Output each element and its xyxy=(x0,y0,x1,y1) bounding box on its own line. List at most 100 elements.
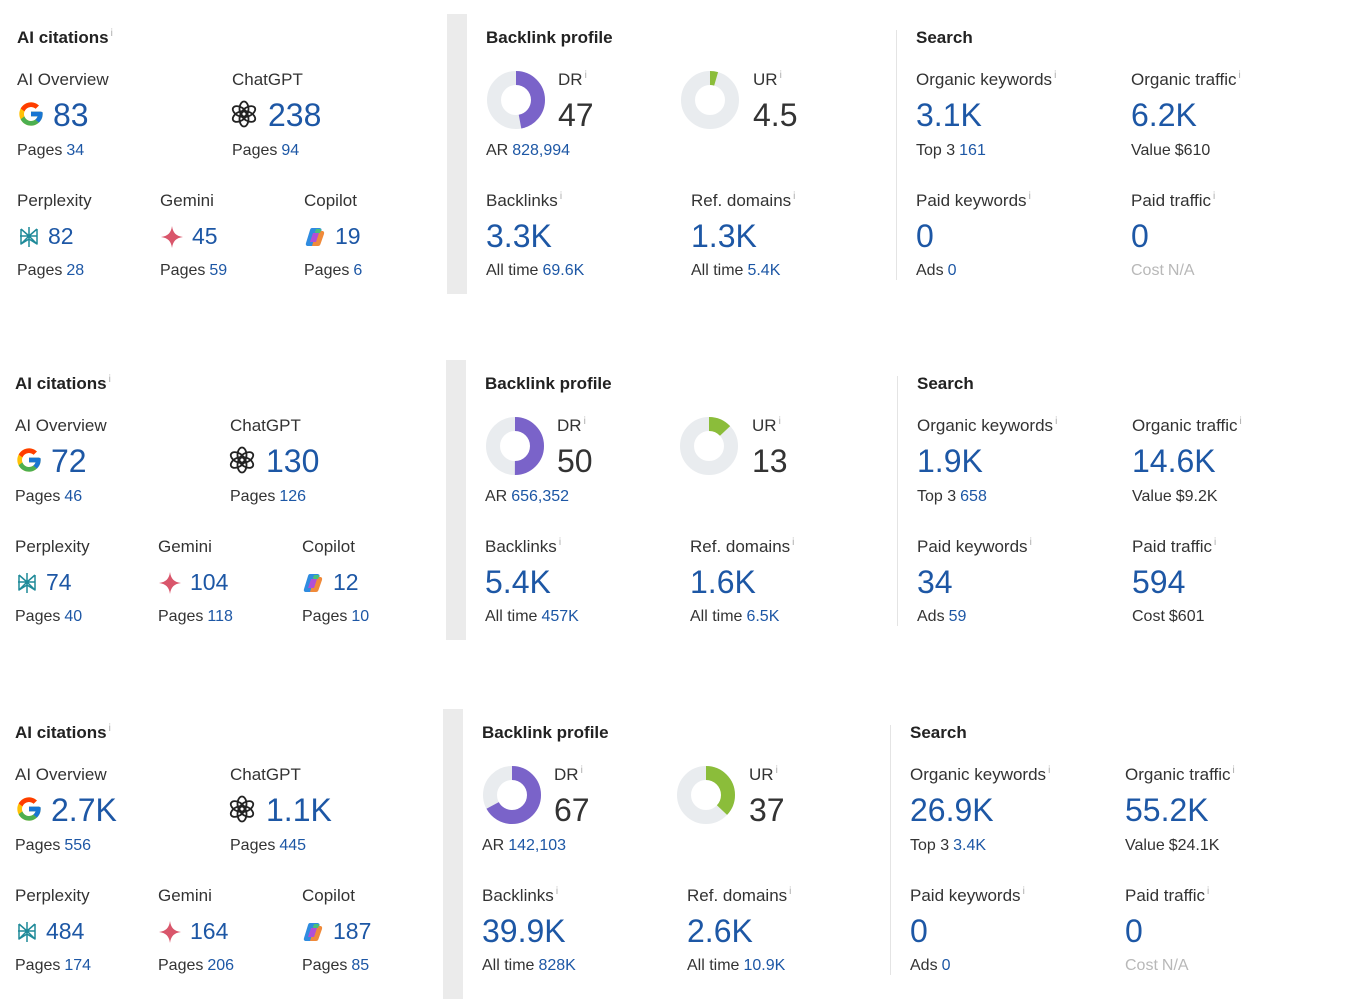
dr-donut xyxy=(486,417,544,475)
info-icon[interactable]: i xyxy=(778,416,781,428)
cost-line: Cost N/A xyxy=(1125,957,1189,975)
copilot-pages-value[interactable]: 6 xyxy=(353,262,363,279)
paid-keywords-label-text: Paid keywords xyxy=(910,886,1021,905)
info-icon[interactable]: i xyxy=(792,537,795,549)
info-icon[interactable]: i xyxy=(775,765,778,777)
copilot-pages: Pages 85 xyxy=(302,957,369,975)
top3-line: Top 3 161 xyxy=(916,142,986,160)
gemini-label: Gemini xyxy=(158,537,212,557)
info-icon[interactable]: i xyxy=(1232,765,1235,777)
ar-line: AR 142,103 xyxy=(482,837,566,855)
chatgpt-pages: Pages 126 xyxy=(230,488,306,506)
ads-line-value[interactable]: 0 xyxy=(947,262,957,279)
backlinks-label-text: Backlinks xyxy=(486,191,558,210)
perplexity-pages: Pages 40 xyxy=(15,608,82,626)
backlinks-all-time: All time 69.6K xyxy=(486,262,584,280)
info-icon[interactable]: i xyxy=(1239,416,1242,428)
backlinks-all-time-value[interactable]: 828K xyxy=(538,957,576,974)
gemini-pages-value[interactable]: 59 xyxy=(209,262,228,279)
ar-line: AR 656,352 xyxy=(485,488,569,506)
ai-overview-label: AI Overview xyxy=(17,70,109,90)
info-icon[interactable]: i xyxy=(1022,886,1025,898)
ref-domains-all-time-value[interactable]: 6.5K xyxy=(746,608,780,625)
ai-citations-title: AI citations i xyxy=(15,374,111,394)
info-icon[interactable]: i xyxy=(1028,191,1031,203)
backlinks-all-time-value[interactable]: 457K xyxy=(541,608,579,625)
perplexity-pages-value[interactable]: 28 xyxy=(66,262,85,279)
info-icon[interactable]: i xyxy=(789,886,792,898)
chatgpt-pages-value[interactable]: 94 xyxy=(281,142,300,159)
ar-line-value[interactable]: 656,352 xyxy=(511,488,570,505)
perplexity-icon xyxy=(17,225,41,254)
ref-domains-all-time-value[interactable]: 10.9K xyxy=(743,957,786,974)
chatgpt-pages-label: Pages xyxy=(232,142,278,159)
info-icon[interactable]: i xyxy=(1054,70,1057,82)
ai-overview-label-text: AI Overview xyxy=(15,416,107,435)
top3-line-value[interactable]: 658 xyxy=(960,488,987,505)
copilot-label: Copilot xyxy=(302,886,355,906)
copilot-pages-value[interactable]: 85 xyxy=(351,957,370,974)
info-icon[interactable]: i xyxy=(1048,765,1051,777)
gemini-label-text: Gemini xyxy=(158,886,212,905)
dr-donut xyxy=(483,766,541,824)
paid-traffic-label: Paid traffic i xyxy=(1131,191,1215,211)
info-icon[interactable]: i xyxy=(1029,537,1032,549)
dr-value: 50 xyxy=(557,443,593,479)
top3-line-value[interactable]: 3.4K xyxy=(953,837,987,854)
perplexity-pages-value[interactable]: 40 xyxy=(64,608,83,625)
info-icon[interactable]: i xyxy=(1238,70,1241,82)
chatgpt-pages-value[interactable]: 445 xyxy=(279,837,307,854)
chatgpt-label-text: ChatGPT xyxy=(230,765,301,784)
section-divider xyxy=(443,709,463,999)
info-icon[interactable]: i xyxy=(110,28,113,40)
chatgpt-icon xyxy=(228,446,256,479)
value-line-value: $610 xyxy=(1174,142,1211,159)
gemini-pages-value[interactable]: 118 xyxy=(207,608,233,625)
ar-line-value[interactable]: 828,994 xyxy=(512,142,571,159)
copilot-pages-value[interactable]: 10 xyxy=(351,608,370,625)
chatgpt-label: ChatGPT xyxy=(230,416,301,436)
copilot-label-text: Copilot xyxy=(302,537,355,556)
info-icon[interactable]: i xyxy=(558,537,562,549)
info-icon[interactable]: i xyxy=(1207,886,1210,898)
organic-keywords-label-text: Organic keywords xyxy=(917,416,1054,435)
backlinks-all-time: All time 828K xyxy=(482,957,576,975)
ai-overview-pages-value[interactable]: 556 xyxy=(64,837,92,854)
chatgpt-pages-value[interactable]: 126 xyxy=(279,488,307,505)
paid-keywords-value: 34 xyxy=(917,564,953,600)
info-icon[interactable]: i xyxy=(559,191,563,203)
chatgpt-value: 238 xyxy=(268,97,322,133)
ai-overview-pages-value[interactable]: 46 xyxy=(64,488,83,505)
copilot-value: 187 xyxy=(333,918,372,944)
top3-line-label: Top 3 xyxy=(916,142,956,159)
metrics-row-2: AI citations i AI Overview 72 Pages 46 ChatGPT… xyxy=(0,346,1350,646)
perplexity-pages: Pages 28 xyxy=(17,262,84,280)
top3-line-value[interactable]: 161 xyxy=(959,142,986,159)
info-icon[interactable]: i xyxy=(580,765,583,777)
info-icon[interactable]: i xyxy=(584,70,587,82)
info-icon[interactable]: i xyxy=(793,191,796,203)
value-line: Value $610 xyxy=(1131,142,1210,160)
ur-label: UR i xyxy=(752,416,781,436)
info-icon[interactable]: i xyxy=(779,70,782,82)
perplexity-pages-value[interactable]: 174 xyxy=(64,957,92,974)
gemini-pages: Pages 206 xyxy=(158,957,234,975)
ai-overview-pages-value[interactable]: 34 xyxy=(66,142,85,159)
dr-label: DR i xyxy=(554,765,583,785)
search-title-text: Search xyxy=(910,723,967,742)
backlinks-all-time-value[interactable]: 69.6K xyxy=(542,262,585,279)
ads-line-value[interactable]: 0 xyxy=(941,957,951,974)
ads-line-value[interactable]: 59 xyxy=(948,608,967,625)
info-icon[interactable]: i xyxy=(1213,191,1216,203)
info-icon[interactable]: i xyxy=(583,416,586,428)
info-icon[interactable]: i xyxy=(555,886,559,898)
ref-domains-all-time-value[interactable]: 5.4K xyxy=(747,262,781,279)
info-icon[interactable]: i xyxy=(1214,537,1217,549)
info-icon[interactable]: i xyxy=(1055,416,1058,428)
paid-traffic-label-text: Paid traffic xyxy=(1132,537,1213,556)
info-icon[interactable]: i xyxy=(108,723,111,735)
copilot-pages-label: Pages xyxy=(304,262,350,279)
info-icon[interactable]: i xyxy=(108,374,111,386)
gemini-pages-value[interactable]: 206 xyxy=(207,957,235,974)
ar-line-value[interactable]: 142,103 xyxy=(508,837,567,854)
